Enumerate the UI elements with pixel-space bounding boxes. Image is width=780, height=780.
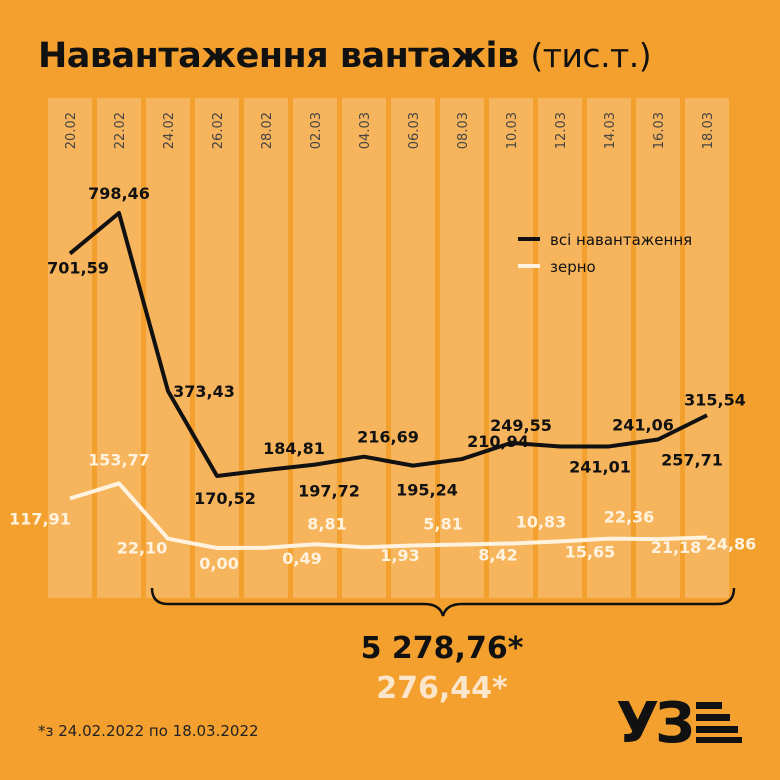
- logo-rail-2: [696, 714, 730, 721]
- data-label-grain: 15,65: [565, 542, 616, 561]
- data-label-all: 798,46: [88, 184, 150, 203]
- x-tick-label: 26.02: [211, 112, 226, 149]
- stripe: [195, 98, 239, 598]
- stripe: [342, 98, 386, 598]
- stripe: [97, 98, 141, 598]
- data-label-grain: 24,86: [706, 535, 757, 554]
- stripe: [440, 98, 484, 598]
- data-label-all: 197,72: [298, 482, 360, 501]
- data-label-all: 373,43: [173, 382, 235, 401]
- legend-label-grain: зерно: [550, 258, 596, 276]
- data-label-all: 241,01: [569, 457, 631, 476]
- x-tick-label: 28.02: [260, 112, 275, 149]
- title-unit: (тис.т.): [530, 36, 652, 75]
- data-label-grain: 0,00: [199, 554, 238, 573]
- x-tick-label: 06.03: [407, 112, 422, 149]
- data-label-grain: 10,83: [516, 512, 567, 531]
- x-tick-label: 22.02: [113, 112, 128, 149]
- stripe: [489, 98, 533, 598]
- data-labels: 701,59 798,46 373,43 170,52 184,81 197,72 216,…: [9, 184, 756, 573]
- series-lines: [68, 211, 708, 550]
- data-label-grain: 0,49: [282, 549, 321, 568]
- total-all-value: 5 278,76*: [361, 631, 524, 666]
- title-main: Навантаження вантажів: [38, 36, 519, 76]
- stripe: [293, 98, 337, 598]
- uz-logo: УЗ: [616, 691, 742, 750]
- x-tick-labels: 20.02 22.02 24.02 26.02 28.02 02.03 04.03 06.03…: [64, 112, 716, 149]
- data-label-grain: 8,42: [478, 545, 517, 564]
- stripe: [636, 98, 680, 598]
- x-tick-label: 16.03: [652, 112, 667, 149]
- legend-label-all: всі навантаження: [550, 231, 692, 249]
- logo-text: УЗ: [616, 691, 692, 750]
- stripe: [48, 98, 92, 598]
- data-label-all: 216,69: [357, 428, 419, 447]
- data-label-all: 195,24: [396, 481, 458, 500]
- data-label-all: 241,06: [612, 415, 674, 434]
- x-tick-label: 08.03: [456, 112, 471, 149]
- stripe: [244, 98, 288, 598]
- x-tick-label: 02.03: [309, 112, 324, 149]
- data-label-all: 249,55: [490, 416, 552, 435]
- data-label-grain: 8,81: [307, 514, 346, 533]
- x-tick-label: 18.03: [701, 112, 716, 149]
- series-line-all: [68, 211, 708, 478]
- data-label-grain: 5,81: [423, 515, 462, 534]
- x-tick-label: 12.03: [554, 112, 569, 149]
- logo-rail-3: [696, 726, 738, 733]
- legend: всі навантаження зерно: [518, 231, 692, 276]
- series-line-grain: [69, 481, 708, 550]
- stripe: [685, 98, 729, 598]
- footnote: *з 24.02.2022 по 18.03.2022: [38, 722, 259, 740]
- x-tick-label: 20.02: [64, 112, 79, 149]
- data-label-grain: 22,10: [117, 539, 168, 558]
- period-brace: [150, 587, 736, 617]
- data-label-grain: 117,91: [9, 509, 71, 528]
- data-label-all: 170,52: [194, 489, 256, 508]
- data-label-all: 257,71: [661, 450, 723, 469]
- data-label-all: 315,54: [684, 390, 746, 409]
- data-label-grain: 22,36: [604, 508, 655, 527]
- stripe: [538, 98, 582, 598]
- stripe: [587, 98, 631, 598]
- x-tick-label: 04.03: [358, 112, 373, 149]
- data-label-grain: 153,77: [88, 450, 150, 469]
- logo-rail-4: [696, 737, 742, 743]
- data-label-all: 701,59: [47, 259, 109, 278]
- data-label-all: 210,94: [467, 432, 529, 451]
- total-grain-value: 276,44*: [376, 671, 508, 706]
- page-title: Навантаження вантажів (тис.т.): [38, 36, 652, 76]
- stripes-layer: [48, 98, 729, 598]
- x-tick-label: 24.02: [162, 112, 177, 149]
- data-label-grain: 21,18: [651, 538, 702, 557]
- stripe: [391, 98, 435, 598]
- logo-rail-1: [696, 702, 722, 709]
- x-tick-label: 14.03: [603, 112, 618, 149]
- stripe: [146, 98, 190, 598]
- data-label-grain: 1,93: [380, 546, 419, 565]
- x-tick-label: 10.03: [505, 112, 520, 149]
- data-label-all: 184,81: [263, 439, 325, 458]
